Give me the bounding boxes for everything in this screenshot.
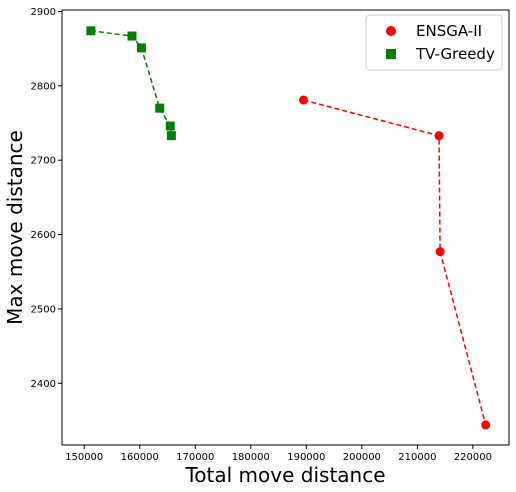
x-axis-ticks: 150000 160000 170000 180000 190000 200000 2100…	[65, 445, 492, 463]
y-axis-title: Max move distance	[3, 130, 27, 325]
legend-marker-ensga	[386, 26, 396, 36]
data-point-ensga-ii	[435, 247, 445, 257]
legend-label-tv-greedy: TV-Greedy	[415, 45, 495, 63]
series-line-ensga-ii	[303, 99, 487, 426]
data-point-tv-greedy	[86, 26, 96, 36]
x-tick-label: 180000	[232, 452, 270, 463]
x-tick-label: 160000	[121, 452, 159, 463]
x-axis-title: Total move distance	[184, 463, 385, 487]
series-tv-greedy	[86, 26, 176, 141]
series-ensga-ii	[299, 95, 491, 430]
data-point-tv-greedy	[127, 31, 137, 41]
y-tick-label: 2600	[31, 230, 56, 241]
data-point-ensga-ii	[299, 95, 309, 105]
y-tick-label: 2500	[31, 304, 56, 315]
y-tick-label: 2400	[31, 379, 56, 390]
y-tick-label: 2700	[31, 156, 56, 167]
plot-area-frame	[61, 9, 510, 446]
legend-label-ensga: ENSGA-II	[416, 22, 482, 40]
x-tick-label: 170000	[176, 452, 214, 463]
series-line-tv-greedy	[90, 30, 173, 136]
data-point-ensga-ii	[434, 131, 444, 141]
y-tick-label: 2900	[31, 7, 56, 18]
data-point-ensga-ii	[481, 420, 491, 430]
legend-marker-tv-greedy	[386, 49, 396, 59]
data-point-tv-greedy	[155, 103, 165, 113]
legend: ENSGA-II TV-Greedy	[365, 14, 503, 71]
x-tick-label: 200000	[343, 452, 381, 463]
data-point-tv-greedy	[136, 43, 146, 53]
series-layer	[86, 26, 491, 430]
data-point-tv-greedy	[165, 121, 175, 131]
x-tick-label: 220000	[454, 452, 492, 463]
x-tick-label: 190000	[287, 452, 325, 463]
x-tick-label: 150000	[65, 452, 103, 463]
x-tick-label: 210000	[398, 452, 436, 463]
y-tick-label: 2800	[31, 81, 56, 92]
legend-box	[365, 14, 503, 71]
y-axis-ticks: 2400 2500 2600 2700 2800 2900	[31, 7, 62, 390]
data-point-tv-greedy	[166, 131, 176, 141]
